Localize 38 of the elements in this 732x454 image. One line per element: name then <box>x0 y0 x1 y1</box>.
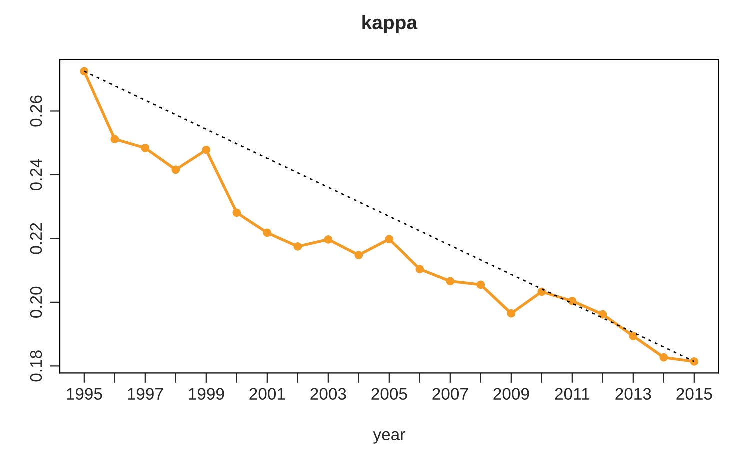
point <box>263 228 272 238</box>
y-tick-label: 0.26 <box>30 96 42 127</box>
point <box>507 309 516 318</box>
x-tick-label: 2003 <box>310 388 346 400</box>
point <box>598 310 608 319</box>
point <box>446 277 455 286</box>
point <box>202 146 211 154</box>
x-axis-title: year <box>373 431 406 444</box>
point <box>568 297 577 306</box>
point <box>110 135 120 144</box>
point <box>660 353 668 362</box>
point <box>690 358 699 366</box>
point <box>294 242 302 251</box>
point <box>476 280 486 290</box>
chart-title: kappa <box>362 15 418 34</box>
x-tick-label: 1997 <box>128 388 164 400</box>
point <box>141 144 150 152</box>
point <box>416 265 424 274</box>
point <box>385 235 394 244</box>
x-tick-label: 2005 <box>372 388 408 400</box>
x-tick-label: 2011 <box>555 388 590 400</box>
x-tick-label: 1995 <box>67 388 102 400</box>
point <box>354 251 364 260</box>
x-tick-label: 2009 <box>494 388 530 400</box>
point <box>232 208 242 218</box>
point <box>324 235 333 244</box>
point <box>629 332 638 340</box>
x-tick-label: 2001 <box>250 388 286 400</box>
point <box>172 166 180 174</box>
y-tick-label: 0.22 <box>30 223 42 254</box>
y-tick-label: 0.18 <box>30 350 42 382</box>
x-tick-label: 2015 <box>676 388 712 400</box>
x-tick-label: 2007 <box>432 388 468 400</box>
y-tick-label: 0.24 <box>30 159 42 191</box>
point <box>80 67 89 76</box>
y-tick-label: 0.20 <box>30 286 42 318</box>
x-tick-label: 2013 <box>616 388 652 400</box>
x-tick-label: 1999 <box>189 388 224 400</box>
